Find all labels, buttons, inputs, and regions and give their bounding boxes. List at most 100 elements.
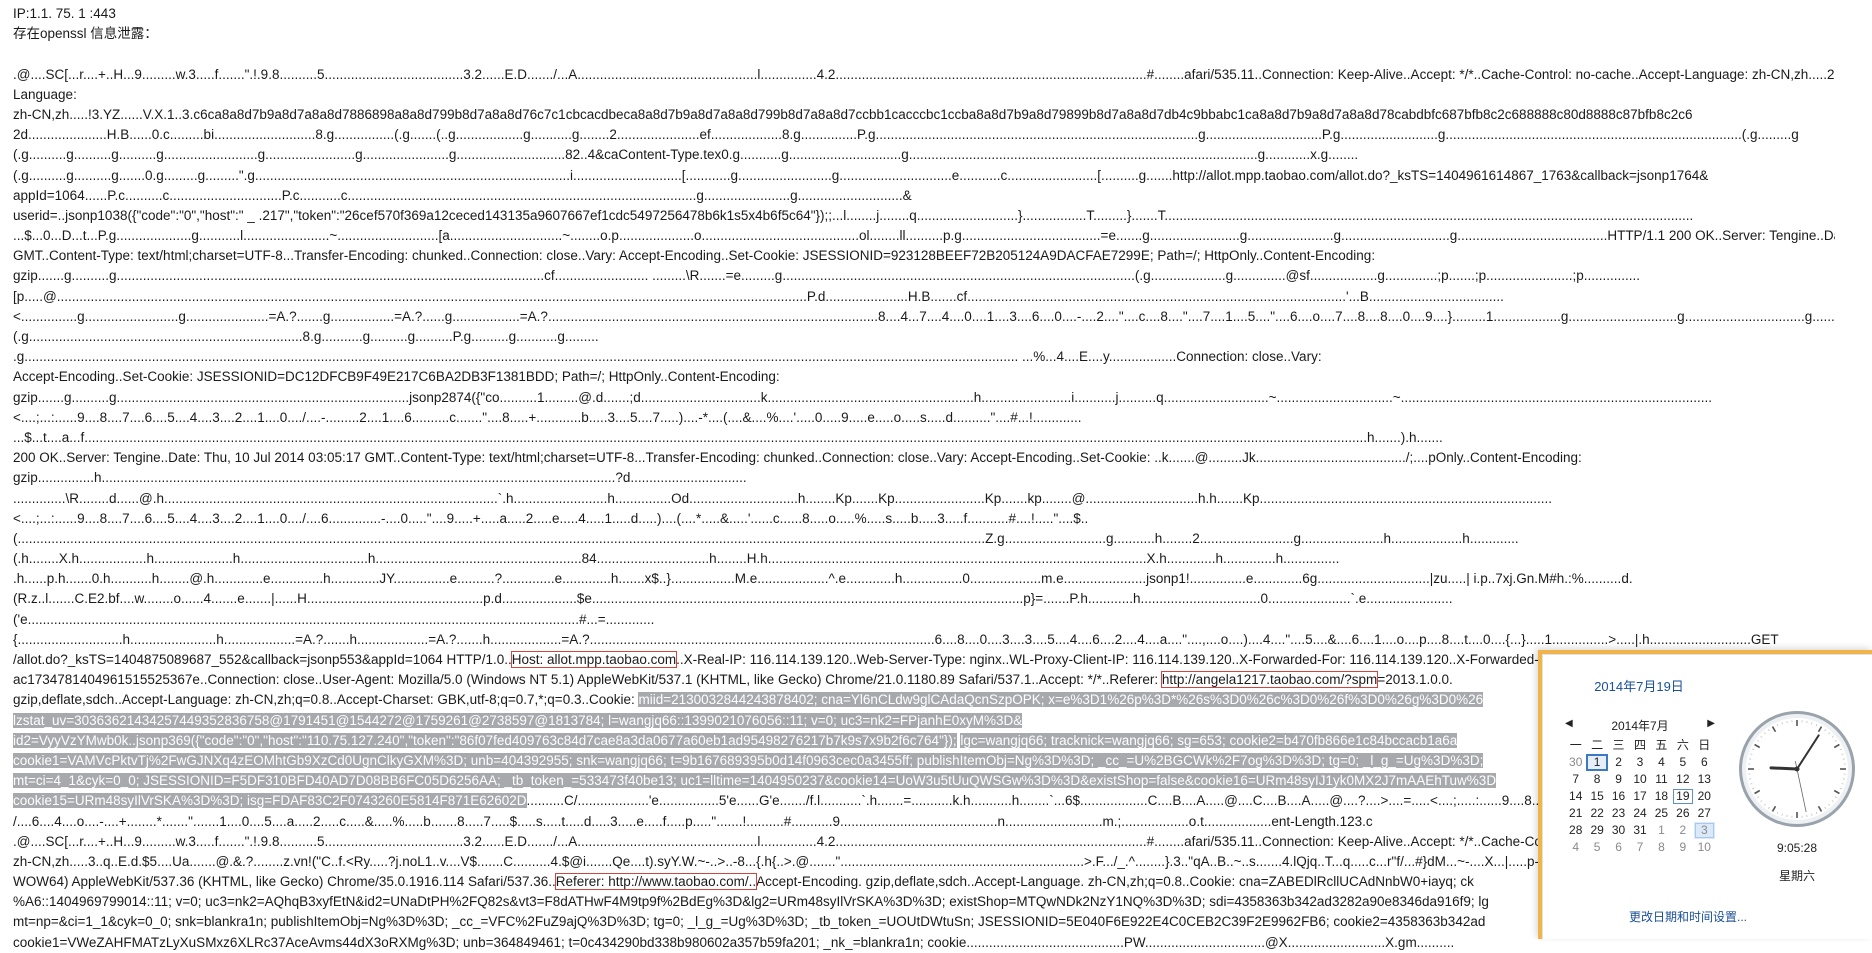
- dump-text: =2013.1.0.0.: [1377, 672, 1452, 687]
- calendar-day[interactable]: 2: [1672, 822, 1693, 839]
- calendar-day[interactable]: 7: [1629, 839, 1650, 856]
- dump-text: (.g..........g..........g.......0.g.....…: [13, 168, 1708, 183]
- highlighted-header: Host: allot.mpp.taobao.com: [512, 652, 676, 667]
- dump-text: [p.....@................................…: [13, 289, 1504, 304]
- selected-text: cookie1=VAMVcPktvTj%2FwGJNXq4zEOMhtGb9Xz…: [13, 753, 1483, 768]
- full-date-link[interactable]: 2014年7月19日: [1543, 676, 1735, 695]
- calendar-day[interactable]: 15: [1586, 788, 1607, 805]
- weekday-header: 四: [1629, 737, 1650, 754]
- weekday-header: 三: [1608, 737, 1629, 754]
- calendar-day[interactable]: 11: [1651, 771, 1672, 788]
- dump-text: 2d.....................H.B......0.c.....…: [13, 127, 1799, 142]
- dump-text: {............................h..........…: [13, 632, 1779, 647]
- calendar-day[interactable]: 2: [1608, 754, 1629, 771]
- calendar-day[interactable]: 17: [1629, 788, 1650, 805]
- calendar-day[interactable]: 1: [1586, 754, 1607, 771]
- calendar-day[interactable]: 31: [1629, 822, 1650, 839]
- dump-text: ac1734781404961515525367e..Connection: c…: [13, 672, 1162, 687]
- dump-line: [p.....@................................…: [13, 287, 1835, 307]
- calendar-day[interactable]: 5: [1586, 839, 1607, 856]
- calendar-day[interactable]: 13: [1694, 771, 1715, 788]
- calendar-day[interactable]: 5: [1672, 754, 1693, 771]
- dump-line: <....;...:......9....8....7....6....5...…: [13, 408, 1835, 428]
- analog-clock: [1737, 709, 1857, 829]
- dump-text: mt=np=&ci=1_1&cyk=0_0; snk=blankra1n; pu…: [13, 914, 1485, 929]
- dump-line: <...............g.......................…: [13, 307, 1835, 327]
- dump-text: userid=..jsonp1038({"code":"0","host":" …: [13, 208, 1693, 223]
- weekday-header: 六: [1672, 737, 1693, 754]
- dump-line: 200 OK..Server: Tengine..Date: Thu, 10 J…: [13, 448, 1835, 468]
- dump-text: WOW64) AppleWebKit/537.36 (KHTML, like G…: [13, 874, 556, 889]
- dump-line: .g......................................…: [13, 347, 1835, 367]
- change-datetime-settings-link[interactable]: 更改日期和时间设置...: [1543, 908, 1872, 925]
- calendar-day[interactable]: 8: [1586, 771, 1607, 788]
- dump-text: <....;...:......9....8....7....6....5...…: [13, 511, 1088, 526]
- calendar-day[interactable]: 3: [1629, 754, 1650, 771]
- dump-line: .h......p.h.......0.h...........h.......…: [13, 569, 1835, 589]
- calendar-day[interactable]: 4: [1651, 754, 1672, 771]
- dump-text: GMT..Content-Type: text/html;charset=UTF…: [13, 248, 1375, 263]
- dump-text: gzip.......g..........g.................…: [13, 268, 1640, 283]
- dump-text: gzip.......g..........g.................…: [13, 390, 1712, 405]
- calendar-day[interactable]: 10: [1629, 771, 1650, 788]
- dump-text: /....6....4....o....-....+........*.....…: [13, 814, 1373, 829]
- dump-text: ...$...0...D...t...P.g..................…: [13, 228, 1835, 243]
- calendar-day[interactable]: 10: [1694, 839, 1715, 856]
- calendar-day[interactable]: 22: [1586, 805, 1607, 822]
- calendar-day[interactable]: 29: [1586, 822, 1607, 839]
- dump-line: Language:: [13, 85, 1835, 105]
- dump-text: appId=1064......P.c..........c..........…: [13, 188, 912, 203]
- dump-text: <....;...:......9....8....7....6....5...…: [13, 410, 1082, 425]
- dump-line: {............................h..........…: [13, 630, 1835, 650]
- digital-time: 9:05:28: [1737, 841, 1857, 855]
- dump-line: (.g.....................................…: [13, 327, 1835, 347]
- calendar-day[interactable]: 25: [1651, 805, 1672, 822]
- calendar-day[interactable]: 14: [1565, 788, 1586, 805]
- calendar-day[interactable]: 20: [1694, 788, 1715, 805]
- dump-text: gzip...............h....................…: [13, 470, 747, 485]
- calendar-day[interactable]: 30: [1608, 822, 1629, 839]
- calendar-day[interactable]: 16: [1608, 788, 1629, 805]
- dump-line: GMT..Content-Type: text/html;charset=UTF…: [13, 246, 1835, 266]
- dump-line: (.g..........g..........g.......0.g.....…: [13, 166, 1835, 186]
- dump-text: Accept-Encoding..Set-Cookie: JSESSIONID=…: [13, 369, 780, 384]
- calendar-day[interactable]: 9: [1672, 839, 1693, 856]
- dump-text: 存在openssl 信息泄露：: [13, 26, 158, 41]
- calendar-day[interactable]: 26: [1672, 805, 1693, 822]
- calendar-day[interactable]: 12: [1672, 771, 1693, 788]
- dump-text: gzip,deflate,sdch..Accept-Language: zh-C…: [13, 692, 638, 707]
- dump-text: ...$...t....a...f.......................…: [13, 430, 1443, 445]
- calendar-day[interactable]: 8: [1651, 839, 1672, 856]
- dump-line: (.......................................…: [13, 529, 1835, 549]
- dump-line: Accept-Encoding..Set-Cookie: JSESSIONID=…: [13, 367, 1835, 387]
- calendar-day[interactable]: 6: [1694, 754, 1715, 771]
- calendar-day[interactable]: 3: [1694, 822, 1715, 839]
- calendar-day[interactable]: 24: [1629, 805, 1650, 822]
- calendar-day[interactable]: 1: [1651, 822, 1672, 839]
- calendar-day[interactable]: 27: [1694, 805, 1715, 822]
- dump-line: gzip.......g..........g.................…: [13, 266, 1835, 286]
- calendar-day[interactable]: 18: [1651, 788, 1672, 805]
- calendar-day[interactable]: 30: [1565, 754, 1586, 771]
- dump-text: 200 OK..Server: Tengine..Date: Thu, 10 J…: [13, 450, 1582, 465]
- calendar-day[interactable]: 21: [1565, 805, 1586, 822]
- calendar-month-title[interactable]: 2014年7月: [1565, 717, 1715, 734]
- calendar-day[interactable]: 4: [1565, 839, 1586, 856]
- next-month-icon[interactable]: ▶: [1707, 718, 1715, 729]
- selected-text: mt=ci=4_1&cyk=0_0; JSESSIONID=F5DF310BFD…: [13, 773, 1496, 788]
- calendar-day[interactable]: 23: [1608, 805, 1629, 822]
- hour-hand: [1771, 768, 1797, 769]
- weekday-header: 五: [1651, 737, 1672, 754]
- selected-text: lzstat_uv=30363621434257449352836758@179…: [13, 713, 1022, 728]
- selected-text: cookie15=URm48syIlVrSKA%3D%3D; isg=FDAF8…: [13, 793, 527, 808]
- dump-line: ..............\R........d......@.h......…: [13, 489, 1835, 509]
- calendar-day[interactable]: 6: [1608, 839, 1629, 856]
- dump-text: .h......p.h.......0.h...........h.......…: [13, 571, 1633, 586]
- dump-text: (.g..........g..........g..........g....…: [13, 147, 1358, 162]
- calendar-day[interactable]: 7: [1565, 771, 1586, 788]
- dump-text: zh-CN,zh.....3..q..E.d.$5....Ua.......@.…: [13, 854, 1619, 869]
- calendar-day[interactable]: 28: [1565, 822, 1586, 839]
- calendar-day[interactable]: 19: [1672, 788, 1693, 805]
- calendar-day[interactable]: 9: [1608, 771, 1629, 788]
